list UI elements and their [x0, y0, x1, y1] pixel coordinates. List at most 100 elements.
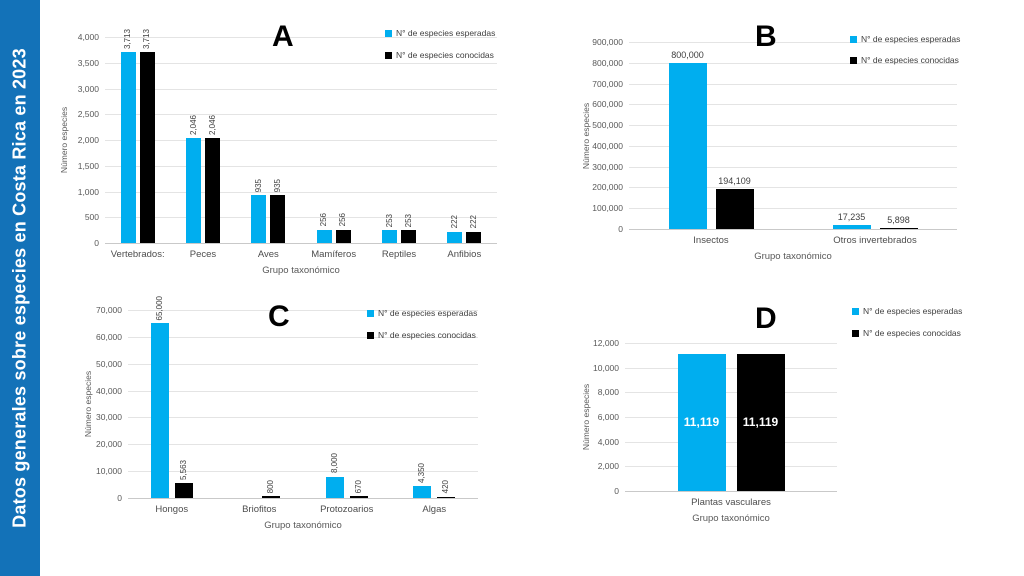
bar-value-label: 2,046 [207, 114, 217, 135]
chart-d-plantas-vasculares: 0 2,000 4,000 6,000 8,000 10,000 12,000 Plantas… [578, 300, 1024, 545]
y-tick-label: 40,000 [96, 385, 122, 396]
y-tick-label: 4,000 [77, 32, 99, 42]
category-label: Vertebrados: [110, 249, 165, 260]
y-tick-label: 10,000 [593, 362, 619, 373]
bar-value-label: 11,119 [742, 415, 779, 430]
y-tick-label: 60,000 [96, 331, 122, 342]
gridline [625, 466, 837, 468]
legend-item: N° de especies esperadas [367, 308, 477, 318]
bar-value-label: 11,119 [683, 415, 720, 430]
legend-swatch-conocidas [852, 329, 859, 337]
y-axis-title: Número especies [83, 370, 93, 438]
gridline [625, 392, 837, 394]
gridline [105, 37, 497, 38]
chart-a-vertebrados: 0 500 1,000 1,500 2,000 2,500 3,000 3,500 4,000 V… [59, 8, 540, 288]
y-tick-label: 3,000 [77, 83, 99, 94]
y-tick-label: 0 [618, 224, 623, 234]
x-axis-title: Grupo taxonómico [264, 520, 342, 531]
gridline [128, 390, 478, 392]
bar-esperadas [668, 62, 707, 229]
y-tick-label: 500 [84, 212, 99, 223]
gridline [128, 417, 478, 419]
bar-conocidas [205, 137, 220, 243]
gridline [629, 125, 957, 127]
bar-conocidas [736, 353, 785, 491]
gridline [105, 165, 497, 167]
bar-esperadas [677, 353, 726, 491]
y-tick-label: 10,000 [96, 466, 122, 477]
gridline [105, 88, 497, 90]
gridline [629, 166, 957, 168]
legend-label: N° de especies conocidas [396, 50, 494, 60]
bar-esperadas [413, 486, 432, 498]
category-label: Insectos [693, 235, 729, 246]
y-tick-label: 1,000 [77, 186, 99, 197]
chart-c-hongos-protozoarios-algas: 0 10,000 20,000 30,000 40,000 50,000 60,000 70,… [60, 292, 545, 557]
bar-conocidas [401, 229, 416, 243]
y-tick-label: 2,500 [77, 109, 99, 120]
y-tick-label: 4,000 [597, 436, 619, 447]
bar-value-label: 65,000 [154, 295, 164, 321]
legend-swatch-conocidas [367, 331, 374, 339]
sidebar: Datos generales sobre especies en Costa … [0, 0, 40, 576]
x-axis-title: Grupo taxonómico [692, 513, 770, 524]
bar-value-label: 3,713 [123, 28, 133, 49]
bar-value-label: 4,350 [417, 463, 427, 484]
y-tick-label: 500,000 [592, 120, 623, 131]
y-axis-title: Número especies [581, 102, 591, 169]
gridline [629, 187, 957, 189]
bar-conocidas [466, 231, 482, 243]
bar-esperadas [120, 51, 136, 243]
legend-item: N° de especies conocidas [852, 328, 961, 338]
legend-swatch-esperadas [367, 309, 374, 317]
category-label: Briofitos [242, 504, 277, 515]
y-tick-label: 400,000 [592, 140, 623, 151]
y-tick-label: 700,000 [592, 78, 623, 89]
x-axis-line [629, 229, 957, 230]
legend-label: N° de especies conocidas [861, 55, 959, 65]
legend-swatch-esperadas [850, 35, 857, 43]
bar-conocidas [270, 194, 286, 243]
chart-title-letter: D [755, 302, 777, 335]
bar-esperadas [832, 225, 871, 229]
y-tick-label: 1,500 [77, 160, 99, 171]
y-tick-label: 70,000 [96, 305, 122, 315]
y-tick-label: 3,500 [77, 57, 99, 68]
legend-item: N° de especies esperadas [385, 28, 495, 38]
legend-label: N° de especies conocidas [863, 328, 961, 338]
bar-esperadas [186, 137, 201, 243]
y-tick-label: 8,000 [597, 387, 619, 398]
chart-title-letter: B [755, 20, 777, 53]
legend-item: N° de especies conocidas [385, 50, 494, 60]
gridline [625, 367, 837, 369]
gridline [105, 140, 497, 141]
bar-value-label: 253 [403, 213, 413, 227]
gridline [128, 444, 478, 446]
legend-label: N° de especies esperadas [863, 306, 963, 316]
y-tick-label: 2,000 [77, 135, 99, 145]
gridline [625, 417, 837, 418]
legend-label: N° de especies esperadas [396, 28, 496, 38]
category-label: Otros invertebrados [833, 235, 917, 246]
y-tick-label: 12,000 [593, 338, 619, 348]
bar-esperadas [447, 231, 463, 243]
legend-swatch-esperadas [385, 29, 392, 37]
bar-conocidas [262, 495, 281, 498]
bar-value-label: 935 [272, 178, 282, 192]
legend-item: N° de especies esperadas [852, 306, 962, 316]
bar-conocidas [174, 483, 193, 498]
y-tick-label: 20,000 [96, 439, 122, 450]
bar-value-label: 222 [449, 215, 459, 229]
y-tick-label: 2,000 [597, 461, 619, 472]
category-label: Hongos [155, 504, 189, 515]
category-label: Mamíferos [311, 249, 357, 260]
gridline [128, 336, 478, 338]
legend-label: N° de especies esperadas [378, 308, 478, 318]
chart-b-invertebrados: 0 100,000 200,000 300,000 400,000 500,000 600,… [578, 8, 1024, 293]
bar-value-label: 5,898 [887, 214, 910, 225]
x-axis-line [128, 498, 478, 499]
x-axis-line [625, 491, 837, 492]
y-tick-label: 0 [94, 238, 99, 248]
bar-conocidas [335, 229, 351, 243]
bar-value-label: 222 [468, 215, 478, 229]
